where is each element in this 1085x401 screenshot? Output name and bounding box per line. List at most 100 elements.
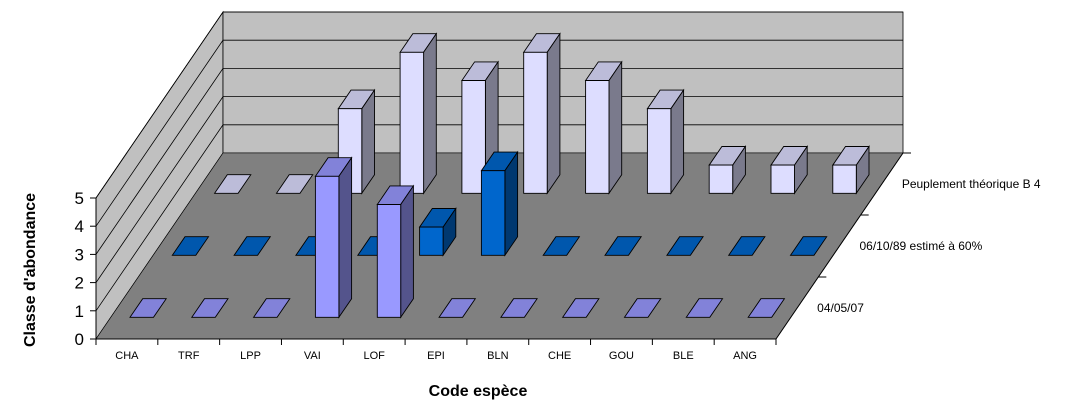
bar (190, 298, 229, 318)
bar (399, 32, 438, 195)
bar (747, 298, 786, 318)
bar (685, 298, 724, 318)
bar-top (171, 236, 210, 256)
x-tick-label: CHE (548, 350, 571, 362)
bar-side (423, 32, 437, 195)
x-tick-labels: CHA TRF LPP VAI LOF EPI BLN CHE GOU BLE ANG (115, 350, 757, 362)
bar-front (832, 164, 857, 194)
front-axis (90, 152, 911, 345)
bar (376, 184, 415, 319)
bar (623, 298, 662, 318)
y-tick-label: 4 (75, 217, 84, 236)
bar-front (314, 175, 340, 318)
bar-front (480, 170, 506, 256)
bar-side (546, 32, 561, 195)
bar (708, 145, 747, 195)
bar (831, 145, 870, 195)
bar-top (275, 174, 314, 194)
bar-side (361, 88, 375, 195)
bar (275, 174, 314, 194)
bar (789, 236, 828, 256)
bar-top (438, 298, 477, 318)
series-label: Peuplement théorique B 4 (902, 177, 1041, 191)
bar (584, 60, 623, 195)
x-tick-label: VAI (304, 350, 321, 362)
bar-side (670, 88, 685, 195)
bar-top (500, 298, 538, 318)
bar-front (376, 204, 402, 318)
bar-front (419, 226, 444, 256)
bar-front (585, 80, 610, 194)
x-tick-label: LPP (240, 350, 261, 362)
bar (337, 88, 376, 195)
bar (604, 236, 643, 256)
bar-top (789, 236, 828, 256)
bar-top (666, 236, 704, 256)
bar-side (608, 60, 623, 195)
bar (252, 298, 291, 318)
y-tick-label: 1 (75, 302, 84, 321)
bar-top (747, 298, 786, 318)
x-axis-title: Code espèce (429, 383, 528, 400)
x-tick-label: BLN (487, 350, 508, 362)
bar-front (399, 51, 425, 194)
series-labels: 04/05/07 06/10/89 estimé à 60% Peuplement … (817, 177, 1041, 315)
y-axis-title: Classe d'abondance (22, 193, 39, 347)
bar-front (770, 164, 795, 194)
x-tick-label: LOF (363, 350, 385, 362)
back-wall (222, 11, 904, 154)
series-label: 06/10/89 estimé à 60% (860, 239, 983, 253)
bar-side (400, 184, 414, 319)
bar (480, 150, 519, 257)
x-tick-label: BLE (673, 350, 694, 362)
bar-front (708, 164, 734, 194)
bar (542, 236, 581, 256)
bar (418, 207, 457, 257)
y-tick-label: 3 (75, 245, 84, 264)
gridline (95, 39, 903, 227)
bars (129, 32, 870, 319)
depth-axis-line (775, 152, 904, 340)
y-tick-label: 5 (75, 189, 84, 208)
bar-top (190, 298, 229, 318)
bar-top (542, 236, 581, 256)
bar (646, 88, 685, 195)
bar-side (338, 156, 353, 319)
bar (500, 298, 538, 318)
gridline (95, 68, 903, 255)
bar (561, 298, 600, 318)
y-tick-label: 0 (75, 330, 84, 349)
bar-front (461, 80, 486, 194)
x-tick-label: CHA (115, 350, 139, 362)
bar-front (523, 51, 548, 194)
bar-top (623, 298, 662, 318)
bar (666, 236, 704, 256)
bar-top (129, 298, 168, 318)
bar (233, 236, 272, 256)
bar (438, 298, 477, 318)
y-tick-label: 2 (75, 274, 84, 293)
gridline (95, 11, 903, 199)
bar-top (252, 298, 291, 318)
x-tick-label: TRF (178, 350, 200, 362)
bar-top (561, 298, 600, 318)
bar (770, 145, 809, 195)
bar-top (233, 236, 272, 256)
bar-top (727, 236, 766, 256)
bar (522, 32, 561, 195)
bar-top (213, 174, 252, 194)
bar-side (504, 150, 519, 257)
bar-front (646, 108, 672, 194)
chart-walls (95, 10, 904, 341)
bar (171, 236, 210, 256)
x-tick-label: GOU (609, 350, 634, 362)
series-label: 04/05/07 (817, 301, 864, 315)
bar (213, 174, 252, 194)
bar (314, 156, 353, 319)
bar (727, 236, 766, 256)
bar-top (604, 236, 643, 256)
x-tick-label: ANG (733, 350, 757, 362)
bar-top (685, 298, 724, 318)
x-tick-label: EPI (427, 350, 445, 362)
